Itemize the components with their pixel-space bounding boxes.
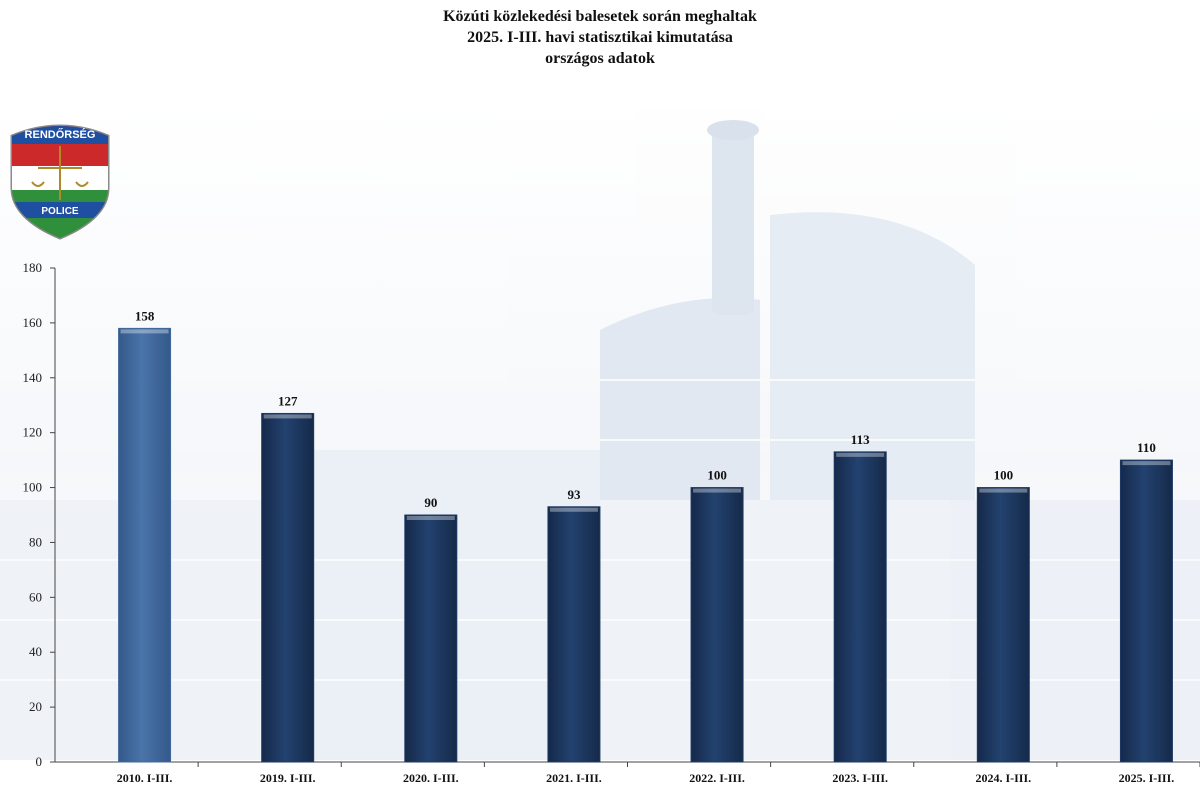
x-tick-label: 2021. I-III. [546, 771, 602, 785]
bars-group: 158 127 90 93 100 113 100 110 [118, 308, 1173, 763]
y-tick-label: 20 [29, 699, 42, 714]
bar [1119, 459, 1173, 763]
x-axis: 2010. I-III. 2019. I-III. 2020. I-III. 2021… [117, 762, 1200, 785]
bar-top-highlight [263, 414, 312, 419]
y-tick-label: 80 [29, 534, 42, 549]
data-label: 158 [135, 308, 155, 323]
bar [404, 514, 458, 763]
x-tick-label: 2024. I-III. [975, 771, 1031, 785]
data-label: 100 [994, 468, 1014, 483]
title-line-3: országos adatok [545, 50, 655, 67]
bar-top-highlight [693, 488, 742, 493]
y-tick-label: 60 [29, 589, 42, 604]
logo-bottom-text: POLICE [41, 206, 79, 217]
y-tick-label: 160 [23, 315, 43, 330]
x-tick-label: 2023. I-III. [832, 771, 888, 785]
bar-top-highlight [1122, 461, 1171, 466]
bar-top-highlight [406, 516, 455, 520]
y-tick-label: 100 [23, 480, 43, 495]
y-tick-label: 180 [23, 260, 43, 275]
data-label: 93 [567, 487, 581, 502]
police-badge-logo: RENDŐRSÉG POLICE [10, 124, 110, 240]
data-label: 110 [1137, 440, 1156, 455]
y-tick-label: 140 [23, 370, 43, 385]
y-tick-label: 40 [29, 644, 42, 659]
bar-top-highlight [120, 329, 169, 334]
x-tick-label: 2020. I-III. [403, 771, 459, 785]
title-line-1: Közúti közlekedési balesetek során megha… [443, 8, 757, 25]
y-tick-label: 120 [23, 425, 43, 440]
bar-top-highlight [549, 507, 598, 512]
data-label: 90 [424, 495, 437, 510]
chart-title: Közúti közlekedési balesetek során megha… [0, 6, 1200, 69]
bar [118, 327, 172, 763]
bar-top-highlight [979, 488, 1028, 493]
x-tick-label: 2019. I-III. [260, 771, 316, 785]
bar [261, 412, 315, 763]
x-tick-label: 2025. I-III. [1119, 771, 1175, 785]
data-label: 127 [278, 393, 298, 408]
y-tick-label: 0 [36, 754, 43, 769]
title-line-2: 2025. I-III. havi statisztikai kimutatás… [467, 29, 733, 46]
bar [690, 487, 744, 763]
x-tick-label: 2022. I-III. [689, 771, 745, 785]
bar [833, 451, 887, 763]
data-label: 113 [851, 432, 870, 447]
bar-top-highlight [836, 452, 885, 457]
bar [547, 506, 601, 763]
bar [976, 487, 1030, 763]
data-label: 100 [707, 468, 727, 483]
x-tick-label: 2010. I-III. [117, 771, 173, 785]
logo-top-text: RENDŐRSÉG [25, 128, 96, 141]
